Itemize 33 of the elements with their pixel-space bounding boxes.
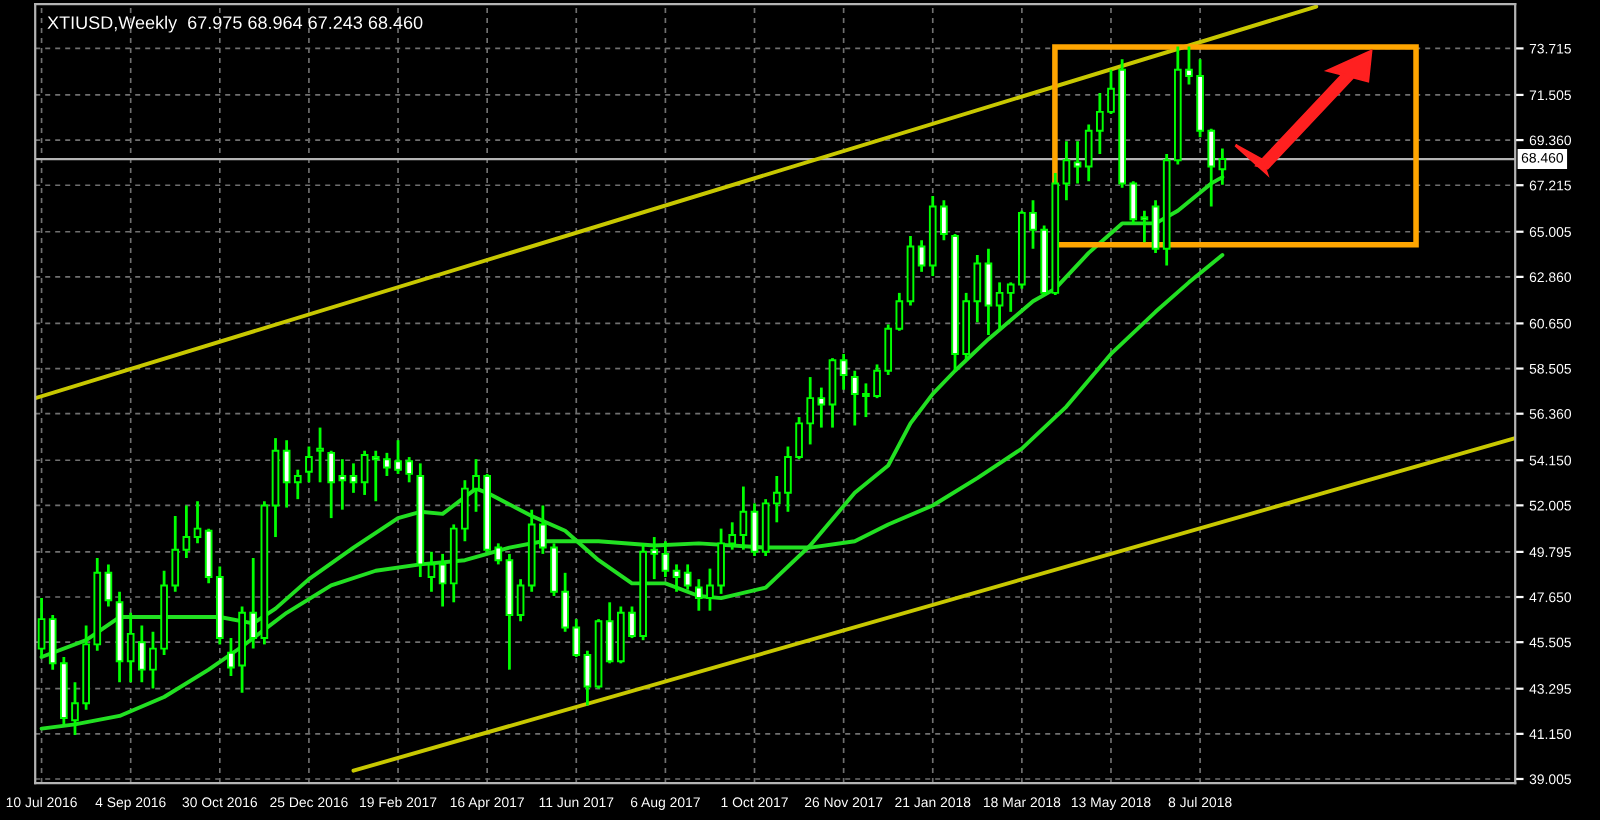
candlestick [204, 527, 213, 585]
candlestick [305, 445, 313, 484]
candlestick [338, 457, 347, 512]
candlestick [672, 563, 681, 594]
candlestick [583, 649, 592, 707]
candlestick [1073, 139, 1082, 185]
candlestick [104, 563, 113, 608]
candlestick [293, 468, 302, 501]
candlestick [193, 499, 202, 545]
candlestick [839, 352, 848, 392]
candlestick [995, 280, 1004, 331]
candlestick [683, 563, 692, 592]
candlestick [516, 577, 525, 623]
candlestick [349, 461, 358, 495]
candlestick [282, 438, 291, 509]
candlestick [750, 501, 759, 558]
candlestick [984, 247, 993, 337]
candlestick [316, 426, 324, 484]
candlestick [661, 539, 670, 579]
text: XTIUSD,Weekly 67.975 68.964 67.243 68.460 [47, 15, 423, 33]
candlestick [327, 449, 336, 520]
candlestick [182, 504, 191, 560]
candlestick [1140, 209, 1149, 244]
candlestick [37, 596, 46, 659]
candlestick [817, 386, 826, 429]
candlestick [828, 356, 837, 429]
candlestick [1218, 147, 1227, 187]
candlestick [1151, 198, 1160, 255]
candlestick [438, 552, 447, 608]
candlestick [1062, 139, 1071, 202]
candlestick [739, 485, 748, 552]
candlestick [360, 449, 369, 497]
candlestick [427, 550, 436, 594]
